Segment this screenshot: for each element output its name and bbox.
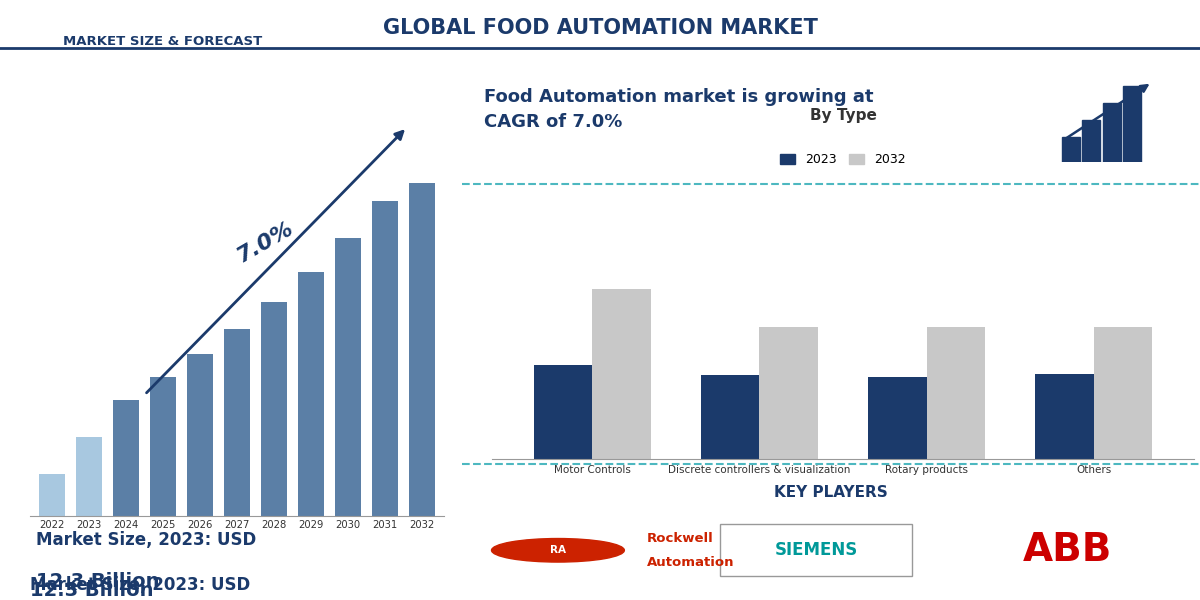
FancyBboxPatch shape [720,524,912,577]
Bar [260,302,287,516]
Bar [1082,120,1100,162]
Bar [38,473,66,516]
Text: ABB: ABB [1022,531,1112,569]
Text: Market Size, 2023: USD: Market Size, 2023: USD [36,530,256,548]
Text: 7.0%: 7.0% [233,218,296,267]
Bar [335,238,361,516]
Bar [534,365,593,459]
Bar [372,201,398,516]
Bar [701,376,760,459]
Bar [926,327,985,459]
Bar [1062,137,1080,162]
Bar [593,289,650,459]
Circle shape [492,539,624,562]
Bar [187,355,214,516]
Bar [408,182,436,516]
Text: 12.3 Billion: 12.3 Billion [36,572,160,591]
Text: KEY PLAYERS: KEY PLAYERS [774,485,888,500]
Text: 12.3 Billion: 12.3 Billion [30,581,154,600]
Text: By Type: By Type [810,108,876,124]
Text: SIEMENS: SIEMENS [775,541,858,559]
Bar [868,377,926,459]
Text: Market Size, 2023: USD: Market Size, 2023: USD [30,576,251,594]
Bar [76,437,102,516]
Text: RA: RA [550,545,566,555]
Bar [223,329,251,516]
Text: Rockwell: Rockwell [647,532,713,545]
Text: Food Automation market is growing at
CAGR of 7.0%: Food Automation market is growing at CAG… [484,88,874,131]
Legend: 2023, 2032: 2023, 2032 [775,148,911,172]
Bar [1093,327,1152,459]
Text: Automation: Automation [647,556,734,569]
Bar [1123,86,1141,162]
Bar [113,400,139,516]
Bar [298,272,324,516]
Text: GLOBAL FOOD AUTOMATION MARKET: GLOBAL FOOD AUTOMATION MARKET [383,18,817,38]
Text: MARKET SIZE & FORECAST: MARKET SIZE & FORECAST [64,35,263,48]
Bar [150,377,176,516]
Bar [1036,374,1093,459]
Bar [760,327,818,459]
Bar [1103,103,1121,162]
